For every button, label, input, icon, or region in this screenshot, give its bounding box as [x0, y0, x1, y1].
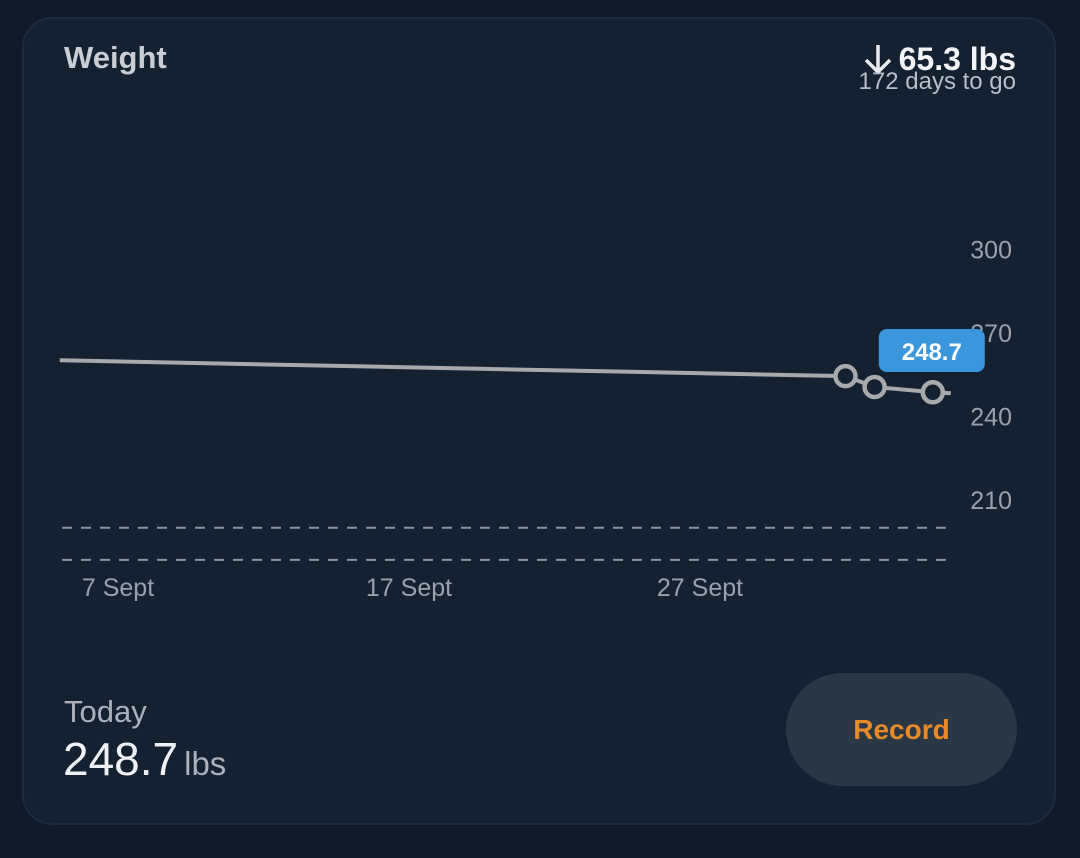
record-button[interactable]: Record	[786, 673, 1017, 786]
today-value: 248.7	[63, 733, 179, 785]
tooltip-box	[878, 329, 985, 372]
tooltip-value: 248.7	[902, 339, 962, 366]
x-tick-label: 7 Sept	[82, 574, 154, 602]
data-point	[833, 363, 858, 389]
x-tick-label: 17 Sept	[366, 574, 452, 602]
data-point	[920, 380, 946, 405]
y-tick-label: 300	[970, 237, 1012, 265]
data-point	[862, 374, 887, 400]
goal-days-left: 172 days to go	[858, 68, 1016, 95]
goal-remaining: 65.3 lbs	[898, 41, 1016, 77]
card-title: Weight	[64, 40, 167, 75]
y-tick-label: 210	[970, 487, 1012, 515]
today-unit: lbs	[184, 745, 227, 782]
series-line	[59, 358, 846, 379]
today-label: Today	[64, 694, 147, 729]
y-tick-label: 240	[970, 403, 1012, 431]
x-tick-label: 27 Sept	[657, 574, 743, 602]
goal-summary: 65.3 lbs 172 days to go	[858, 41, 1016, 95]
today-weight: 248.7 lbs	[63, 732, 226, 786]
arrow-down-icon	[864, 45, 891, 75]
